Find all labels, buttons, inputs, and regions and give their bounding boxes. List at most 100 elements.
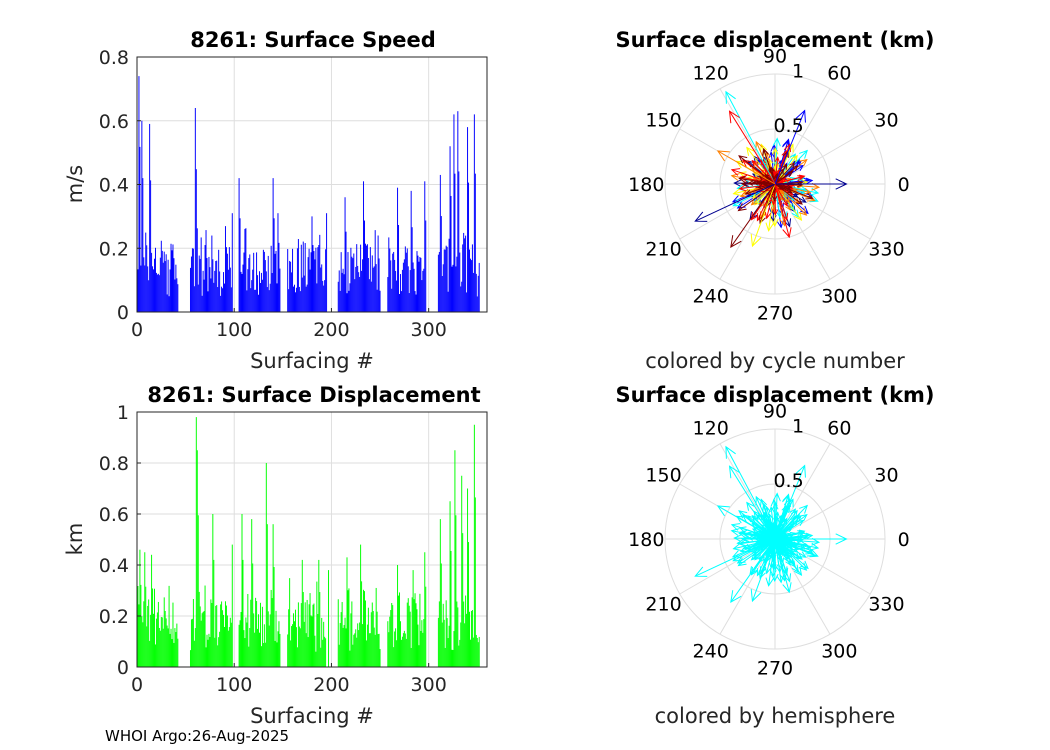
bar [146, 626, 148, 667]
bar [267, 255, 269, 312]
vector-arrowhead [782, 518, 788, 525]
bar [254, 289, 256, 312]
bar [252, 563, 254, 667]
bar [469, 611, 470, 667]
bar [362, 624, 364, 667]
bar [378, 633, 380, 667]
vector-arrowhead [799, 504, 808, 514]
bar [469, 639, 471, 667]
bar [388, 632, 390, 667]
bar [157, 273, 159, 312]
bar [276, 283, 278, 312]
bar [400, 639, 402, 667]
bar [364, 591, 365, 667]
bar [300, 244, 302, 312]
bar [454, 450, 456, 667]
bar [476, 296, 478, 312]
bar [231, 213, 233, 312]
vector-arrowhead [796, 537, 803, 543]
bar [194, 108, 196, 312]
bar [403, 630, 405, 667]
vector-arrowhead [787, 170, 794, 177]
bar [175, 264, 177, 312]
x-tick-label: 300 [411, 674, 447, 696]
vector-arrowhead [785, 185, 792, 191]
polar-cycle-title: Surface displacement (km) [615, 28, 934, 52]
bar [210, 599, 212, 667]
vector-arrowhead [732, 188, 742, 196]
bar [394, 631, 396, 667]
bar [391, 288, 393, 312]
bar [200, 237, 202, 312]
vector-arrowhead [765, 222, 774, 232]
bar [244, 228, 246, 312]
bar [399, 621, 401, 667]
bar [279, 268, 281, 312]
bar [397, 565, 399, 667]
vector-arrowhead [782, 163, 788, 170]
bar [375, 264, 377, 312]
vector-arrowhead [774, 161, 780, 169]
bar [205, 647, 207, 667]
bar [421, 280, 423, 312]
vector-arrowhead [725, 445, 736, 459]
bar [467, 488, 469, 667]
bar [166, 294, 168, 312]
bar [350, 613, 352, 667]
bar [227, 630, 229, 667]
bar [293, 613, 295, 667]
bar [239, 620, 241, 667]
bar [374, 634, 376, 667]
vector-arrowhead [740, 180, 748, 187]
bar [475, 634, 477, 667]
y-tick-label: 0 [117, 657, 129, 679]
bar [341, 602, 343, 667]
bar [154, 247, 156, 312]
bar [359, 276, 361, 312]
bar [216, 605, 218, 667]
displacement-vector [717, 505, 776, 540]
bar [208, 633, 210, 667]
bar [155, 618, 157, 667]
bar [229, 617, 231, 667]
vector-arrowhead [730, 168, 741, 176]
bar [460, 286, 462, 312]
bar [289, 578, 291, 667]
bar [226, 253, 228, 312]
bar [372, 267, 374, 312]
bar [151, 252, 153, 312]
vector-arrowhead [738, 510, 748, 519]
bar [209, 637, 211, 667]
bar [397, 187, 399, 312]
vector-arrowhead [750, 554, 758, 561]
vector-arrowhead [741, 514, 751, 522]
bar [142, 622, 144, 667]
polar-angle-label: 240 [693, 285, 729, 307]
bar [444, 647, 446, 667]
vector-arrowhead [694, 211, 708, 222]
bar [355, 266, 357, 312]
bar [197, 515, 199, 667]
bar [227, 269, 229, 312]
vector-arrowhead [791, 564, 799, 573]
polar-angle-label: 300 [821, 285, 857, 307]
bar [260, 646, 262, 667]
bar [442, 603, 444, 667]
vector-arrowhead [732, 198, 742, 207]
bar [307, 637, 309, 667]
polar-angle-label: 150 [645, 110, 681, 132]
bar [192, 248, 194, 312]
vector-arrowhead [782, 582, 792, 594]
bar [461, 475, 463, 667]
bar [260, 272, 262, 312]
bar [459, 639, 461, 667]
bar [252, 269, 254, 312]
bar [272, 178, 274, 312]
bar [163, 597, 165, 667]
vector-arrowhead [730, 235, 742, 249]
bar [290, 640, 292, 667]
bar [309, 269, 311, 312]
bar [389, 616, 391, 667]
bar [293, 286, 295, 312]
bar [418, 261, 420, 312]
